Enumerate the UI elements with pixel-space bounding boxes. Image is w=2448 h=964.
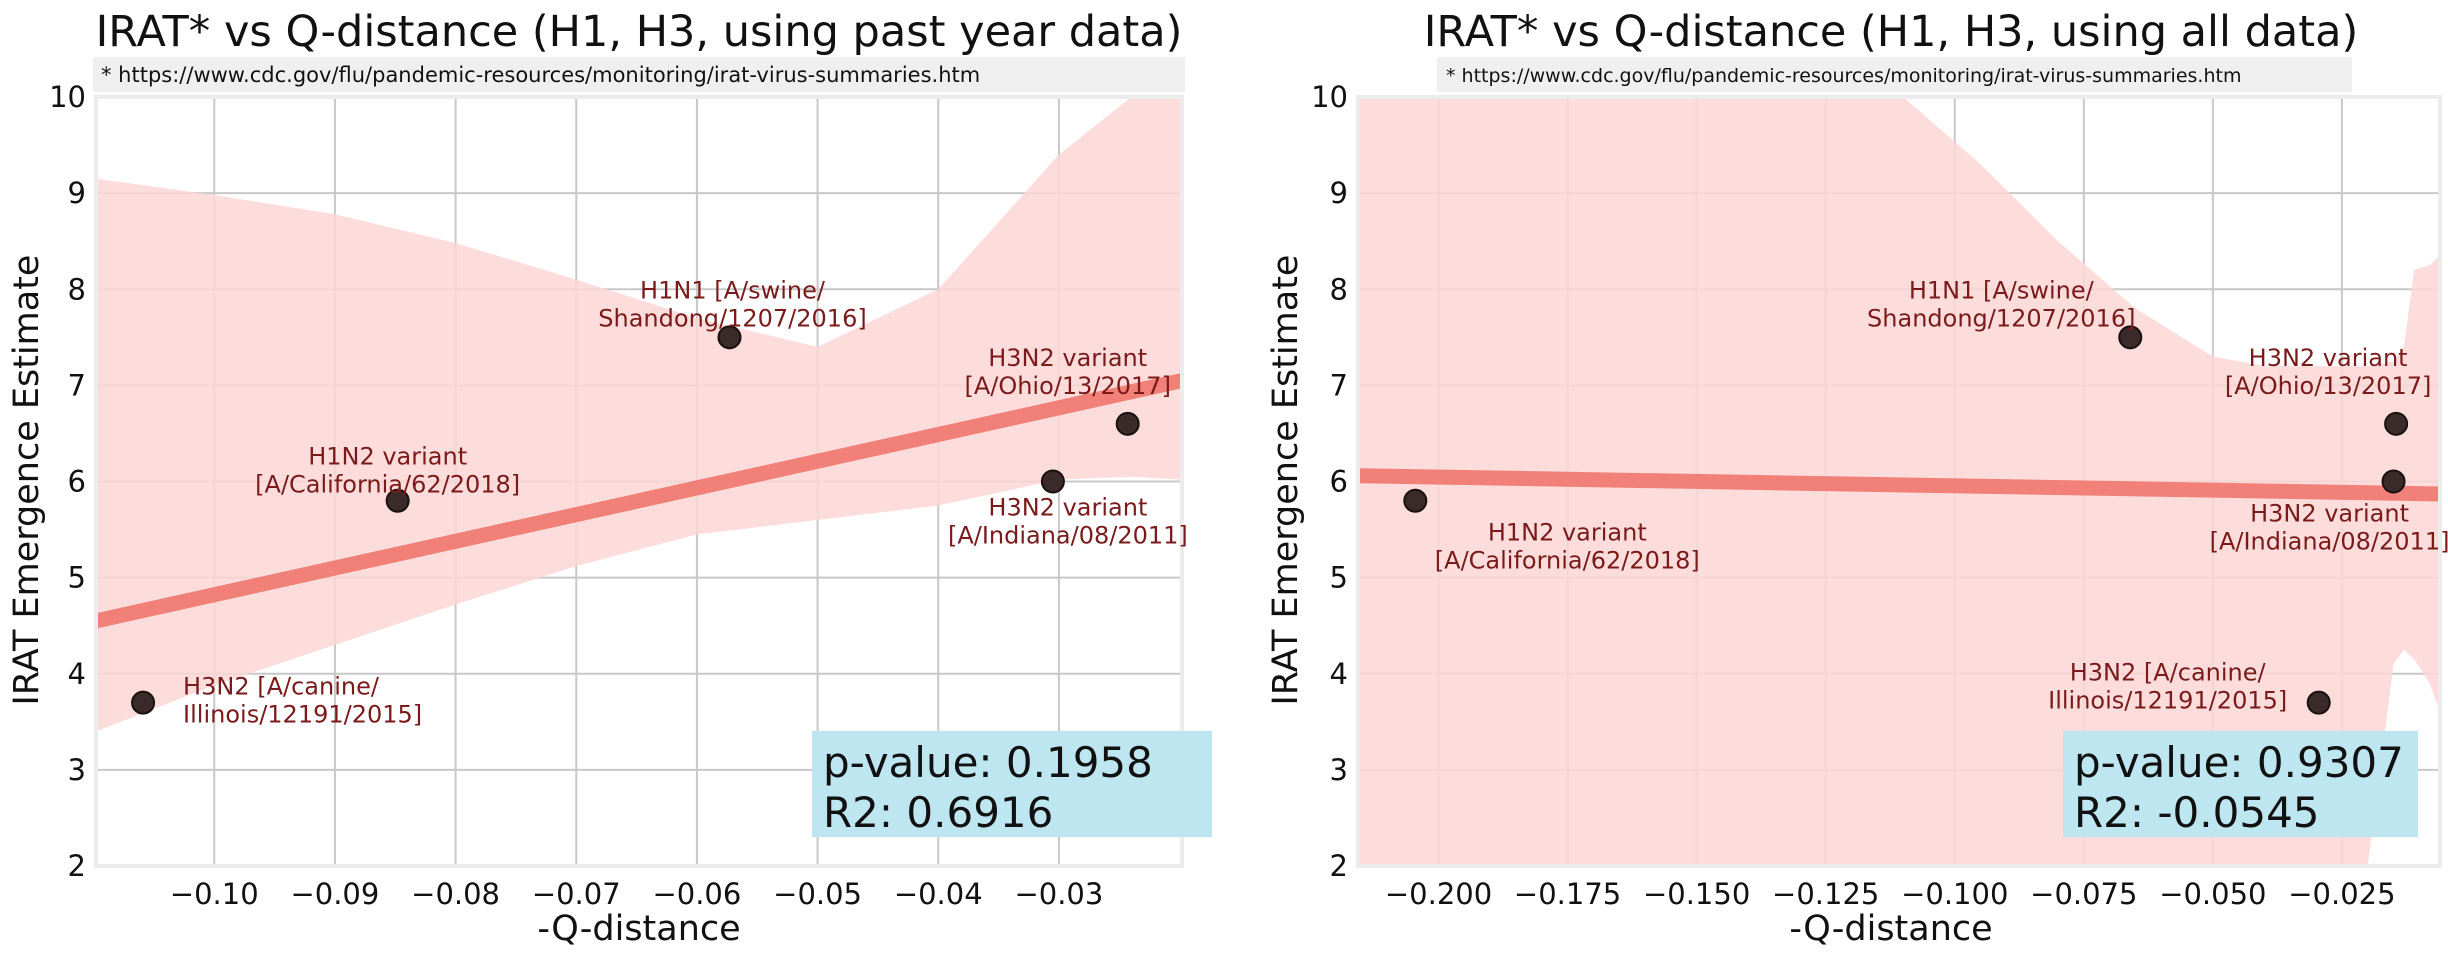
r2-text: R2: -0.0545 bbox=[2074, 788, 2320, 837]
point-label: [A/Ohio/13/2017] bbox=[2225, 372, 2431, 400]
data-point bbox=[1403, 488, 1428, 513]
point-label: H3N2 variant bbox=[988, 494, 1147, 522]
stats-box bbox=[812, 731, 1212, 837]
point-label: H1N1 [A/swine/ bbox=[640, 276, 826, 304]
x-tick-label: −0.200 bbox=[1385, 877, 1492, 911]
regression-line bbox=[1358, 468, 2440, 502]
source-note-bg bbox=[1437, 57, 2352, 92]
y-tick-label: 6 bbox=[68, 465, 86, 499]
point-label: H3N2 variant bbox=[2250, 500, 2409, 528]
point-label: H1N1 [A/swine/ bbox=[1909, 276, 2095, 304]
point-label: H3N2 [A/canine/ bbox=[2070, 659, 2267, 687]
y-tick-label: 10 bbox=[49, 80, 86, 114]
data-point bbox=[385, 488, 410, 513]
y-tick-label: 4 bbox=[1330, 657, 1348, 691]
y-tick-label: 5 bbox=[68, 561, 86, 595]
data-point bbox=[1040, 469, 1065, 494]
p-value-text: p-value: 0.1958 bbox=[823, 738, 1153, 787]
point-label: H1N2 variant bbox=[1488, 519, 1647, 547]
x-tick-label: −0.03 bbox=[1014, 877, 1103, 911]
y-tick-label: 5 bbox=[1330, 561, 1348, 595]
x-tick-label: −0.125 bbox=[1772, 877, 1879, 911]
y-tick-label: 9 bbox=[68, 176, 86, 210]
point-label: Illinois/12191/2015] bbox=[183, 701, 422, 729]
y-axis-label: IRAT Emergence Estimate bbox=[7, 255, 47, 706]
x-tick-label: −0.06 bbox=[652, 877, 741, 911]
chart-panel-1: IRAT* vs Q-distance (H1, H3, using past … bbox=[7, 7, 1212, 949]
x-tick-label: −0.10 bbox=[170, 877, 259, 911]
chart-title: IRAT* vs Q-distance (H1, H3, using all d… bbox=[1424, 7, 2358, 57]
plot-frame bbox=[1356, 95, 2442, 868]
x-tick-label: −0.075 bbox=[2030, 877, 2137, 911]
data-point bbox=[717, 325, 742, 350]
data-point bbox=[1115, 411, 1140, 436]
source-note-bg bbox=[93, 57, 1185, 92]
p-value-text: p-value: 0.9307 bbox=[2074, 738, 2404, 787]
point-label: H3N2 variant bbox=[2249, 344, 2408, 372]
y-tick-label: 8 bbox=[1330, 272, 1348, 306]
point-label: [A/Indiana/08/2011] bbox=[2210, 528, 2448, 556]
x-tick-label: −0.050 bbox=[2159, 877, 2266, 911]
x-tick-label: −0.100 bbox=[1901, 877, 2008, 911]
y-tick-label: 3 bbox=[68, 753, 86, 787]
x-tick-label: −0.09 bbox=[290, 877, 379, 911]
x-tick-label: −0.07 bbox=[532, 877, 621, 911]
data-point bbox=[2306, 690, 2331, 715]
y-tick-label: 8 bbox=[68, 272, 86, 306]
x-tick-label: −0.08 bbox=[411, 877, 500, 911]
y-tick-label: 3 bbox=[1330, 753, 1348, 787]
y-tick-label: 2 bbox=[68, 849, 86, 883]
source-note: * https://www.cdc.gov/flu/pandemic-resou… bbox=[101, 63, 980, 87]
regression-line bbox=[96, 373, 1182, 629]
y-axis-label: IRAT Emergence Estimate bbox=[1266, 255, 1306, 706]
x-axis-label: -Q-distance bbox=[537, 909, 740, 949]
source-note: * https://www.cdc.gov/flu/pandemic-resou… bbox=[1446, 65, 2241, 87]
point-label: Illinois/12191/2015] bbox=[2048, 687, 2287, 715]
stats-box bbox=[2063, 731, 2418, 837]
plot-area: H3N2 [A/canine/Illinois/12191/2015] H1N2 … bbox=[49, 80, 1212, 911]
y-tick-label: 7 bbox=[68, 368, 86, 402]
data-point bbox=[2381, 469, 2406, 494]
confidence-band bbox=[96, 97, 1182, 732]
data-point bbox=[2384, 411, 2409, 436]
point-label: H1N2 variant bbox=[308, 443, 467, 471]
x-tick-label: −0.150 bbox=[1643, 877, 1750, 911]
point-label: [A/California/62/2018] bbox=[255, 471, 520, 499]
chart-title: IRAT* vs Q-distance (H1, H3, using past … bbox=[96, 7, 1183, 57]
x-tick-label: −0.04 bbox=[894, 877, 983, 911]
point-label: H3N2 variant bbox=[988, 344, 1147, 372]
y-tick-label: 7 bbox=[1330, 368, 1348, 402]
data-point bbox=[131, 690, 156, 715]
chart-panel-2: IRAT* vs Q-distance (H1, H3, using all d… bbox=[1266, 7, 2448, 949]
y-tick-label: 4 bbox=[68, 657, 86, 691]
y-tick-label: 2 bbox=[1330, 849, 1348, 883]
y-tick-label: 10 bbox=[1311, 80, 1348, 114]
plot-area: H1N2 variant[A/California/62/2018] H1N1 [… bbox=[1311, 80, 2448, 911]
point-label: Shandong/1207/2016] bbox=[598, 304, 866, 332]
point-label: [A/California/62/2018] bbox=[1435, 547, 1700, 575]
plot-frame bbox=[94, 95, 1184, 868]
x-axis-label: -Q-distance bbox=[1789, 909, 1992, 949]
y-tick-label: 6 bbox=[1330, 465, 1348, 499]
y-tick-label: 9 bbox=[1330, 176, 1348, 210]
r2-text: R2: 0.6916 bbox=[823, 788, 1053, 837]
point-label: [A/Indiana/08/2011] bbox=[948, 522, 1188, 550]
x-tick-label: −0.025 bbox=[2288, 877, 2395, 911]
point-label: [A/Ohio/13/2017] bbox=[964, 372, 1170, 400]
point-label: H3N2 [A/canine/ bbox=[183, 673, 380, 701]
x-tick-label: −0.175 bbox=[1514, 877, 1621, 911]
x-tick-label: −0.05 bbox=[773, 877, 862, 911]
data-point bbox=[2118, 325, 2143, 350]
point-label: Shandong/1207/2016] bbox=[1867, 304, 2135, 332]
